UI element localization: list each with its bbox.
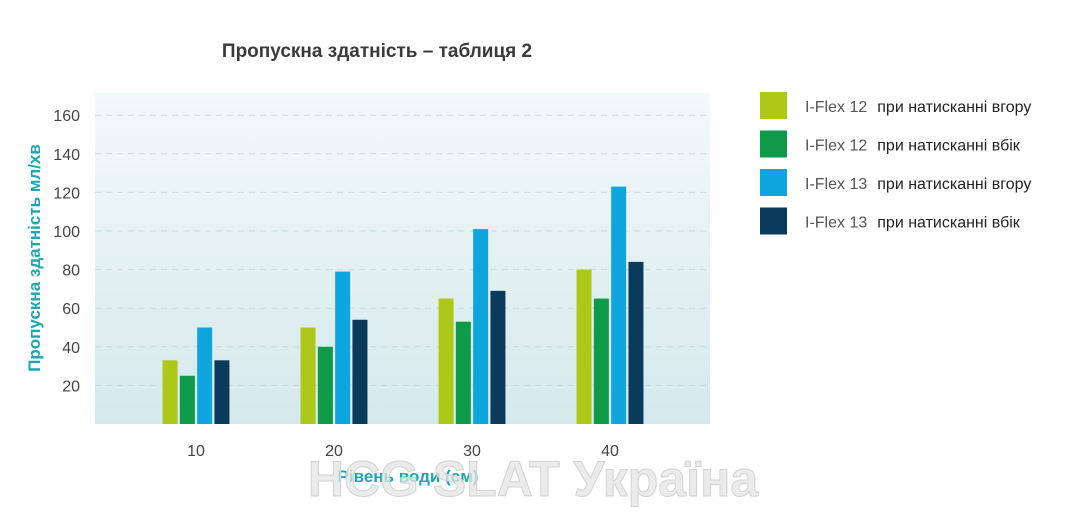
bar — [162, 360, 178, 424]
bar — [490, 290, 506, 424]
bar — [300, 327, 316, 424]
legend-swatch — [760, 92, 787, 119]
legend-label: I-Flex 13 при натисканні вбік — [805, 215, 1021, 232]
legend-label: I-Flex 13 при натисканні вгору — [805, 176, 1031, 193]
legend-label: I-Flex 12 при натисканні вбік — [805, 138, 1021, 155]
legend-series-name: I-Flex 13 — [805, 176, 867, 193]
bar — [473, 229, 489, 424]
y-tick-label: 20 — [62, 378, 80, 395]
bar — [214, 360, 230, 424]
y-tick-label: 100 — [53, 224, 80, 241]
legend-series-mode: при натисканні вбік — [877, 138, 1021, 155]
y-tick-label: 60 — [62, 301, 80, 318]
legend-item: I-Flex 13 при натисканні вгору — [760, 169, 1031, 196]
bar — [317, 346, 333, 424]
legend-series-name: I-Flex 12 — [805, 99, 867, 116]
legend-item: I-Flex 13 при натисканні вбік — [760, 207, 1021, 235]
y-axis-label: Пропускна здатність мл/хв — [25, 144, 44, 372]
bar — [593, 298, 609, 424]
x-tick-label: 20 — [325, 443, 343, 460]
bars — [162, 186, 644, 424]
legend-series-name: I-Flex 12 — [805, 138, 867, 155]
legend-swatch — [760, 130, 787, 158]
legend-item: I-Flex 12 при натисканні вгору — [760, 92, 1031, 119]
watermark: HCG SLAT Україна — [308, 451, 760, 507]
legend-series-name: I-Flex 13 — [805, 215, 867, 232]
y-tick-label: 160 — [53, 108, 80, 125]
bar — [438, 298, 454, 424]
bar — [335, 271, 351, 424]
legend: I-Flex 12 при натисканні вгору I-Flex 12 пр… — [760, 92, 1031, 235]
chart-title: Пропускна здатність – таблиця 2 — [222, 41, 532, 62]
legend-series-mode: при натисканні вгору — [877, 99, 1031, 116]
legend-swatch — [760, 169, 787, 196]
bar — [197, 327, 213, 424]
bar — [611, 186, 627, 424]
y-tick-label: 120 — [53, 185, 80, 202]
legend-series-mode: при натисканні вбік — [877, 215, 1021, 232]
legend-item: I-Flex 12 при натисканні вбік — [760, 130, 1021, 158]
x-tick-label: 40 — [601, 443, 619, 460]
bar — [455, 321, 471, 424]
x-axis-label: Рівень води (см) — [338, 467, 479, 486]
y-tick-label: 140 — [53, 147, 80, 164]
y-tick-label: 80 — [62, 263, 80, 280]
x-tick-label: 30 — [463, 443, 481, 460]
y-tick-label: 40 — [62, 340, 80, 357]
x-tick-label: 10 — [187, 443, 205, 460]
bar — [628, 261, 644, 424]
legend-swatch — [760, 207, 787, 235]
legend-label: I-Flex 12 при натисканні вгору — [805, 99, 1031, 116]
legend-series-mode: при натисканні вгору — [877, 176, 1031, 193]
bar — [179, 375, 195, 424]
x-axis-ticks: 10 20 30 40 — [187, 443, 619, 460]
bar — [576, 269, 592, 424]
y-axis-ticks: 20 40 60 80 100 120 140 160 — [53, 108, 80, 395]
bar — [352, 319, 368, 424]
